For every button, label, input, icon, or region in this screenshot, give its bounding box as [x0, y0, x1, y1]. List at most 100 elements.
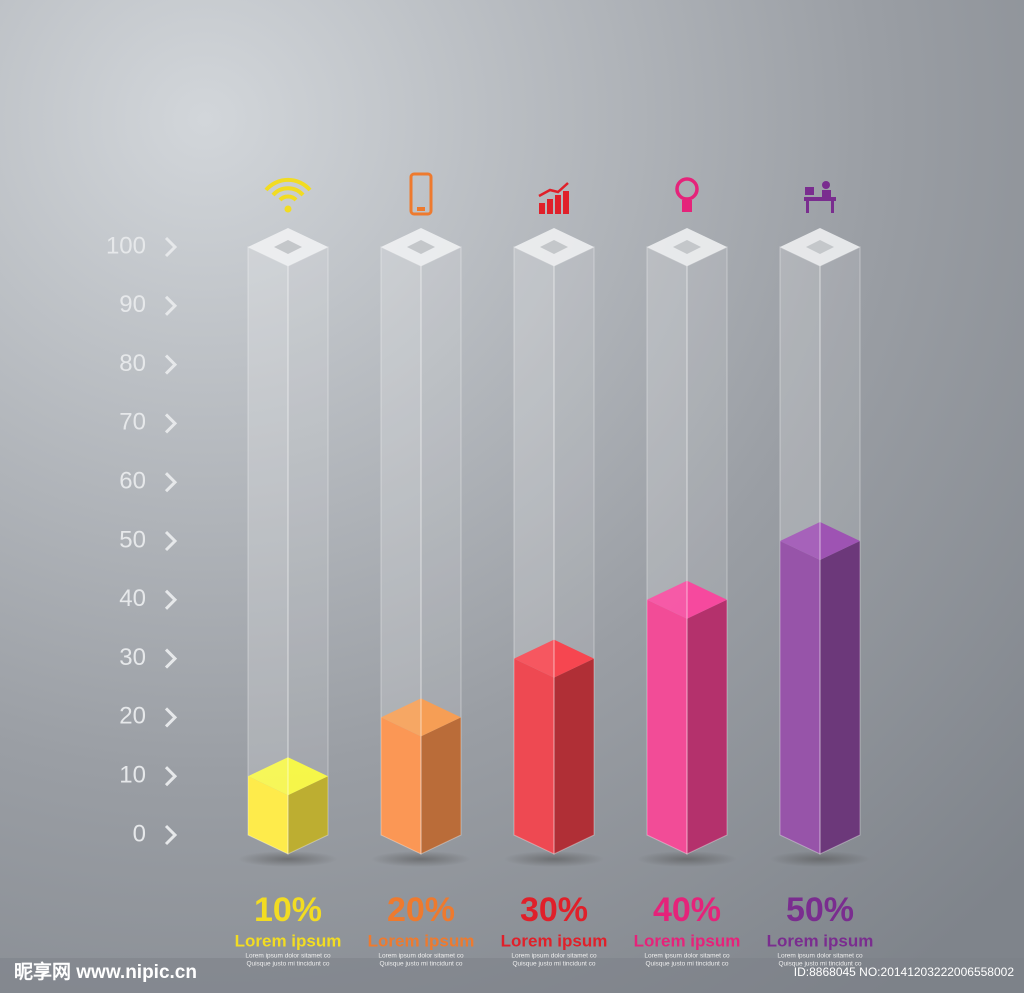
icon — [538, 182, 569, 214]
y-tick-label: 100 — [106, 232, 146, 259]
tube-cap-inner — [806, 240, 834, 254]
icon-part — [555, 195, 561, 214]
description: Quisque justo mi tincidunt co — [512, 961, 595, 968]
bar-shadow — [770, 851, 870, 867]
description: Quisque justo mi tincidunt co — [645, 961, 728, 968]
y-tick-label: 70 — [119, 409, 146, 436]
value-label: 10% — [254, 891, 322, 929]
description: Quisque justo mi tincidunt co — [379, 961, 462, 968]
y-tick-label: 20 — [119, 703, 146, 730]
icon-part — [547, 199, 553, 214]
tube-cap-inner — [274, 240, 302, 254]
bar-top-face — [647, 580, 727, 619]
value-label: 30% — [520, 891, 588, 929]
tube-left — [380, 246, 422, 855]
tube-right — [819, 246, 861, 855]
icon — [804, 181, 836, 213]
tube-right — [553, 246, 595, 855]
icon-part — [417, 207, 425, 211]
bar-left-face — [647, 599, 687, 854]
description: Quisque justo mi tincidunt co — [778, 961, 861, 968]
y-tick-label: 30 — [119, 644, 146, 671]
category-label: Lorem ipsum — [235, 931, 342, 950]
bar-shadow — [504, 851, 604, 867]
bar-left-face — [381, 717, 421, 854]
icon-part — [538, 182, 569, 198]
tick-arrow — [164, 589, 178, 610]
icon-part — [284, 205, 292, 213]
bar-left-face — [514, 658, 554, 854]
category-label: Lorem ipsum — [634, 931, 741, 950]
bar — [780, 522, 860, 854]
bar-shadow — [371, 851, 471, 867]
description: Lorem ipsum dolor sitamet co — [777, 953, 863, 960]
icon-part — [409, 172, 433, 216]
bar-right-face — [421, 717, 461, 854]
icon-part — [271, 186, 305, 197]
tube-cap-inner — [540, 240, 568, 254]
tick-arrow — [164, 354, 178, 375]
category-label: Lorem ipsum — [501, 931, 608, 950]
icon-part — [278, 194, 298, 202]
tick-arrow — [164, 530, 178, 552]
tick-arrow — [164, 648, 178, 669]
bar-top-face — [514, 639, 594, 678]
tube-right — [686, 246, 728, 855]
bar-shadow — [637, 851, 737, 867]
value-label: 50% — [786, 891, 854, 929]
tick-arrow — [164, 824, 178, 846]
bar-right-face — [687, 599, 727, 854]
bar-left-face — [780, 541, 820, 854]
bar-top-face — [381, 698, 461, 737]
category-label: Lorem ipsum — [368, 931, 475, 950]
bar-top-face — [248, 757, 328, 796]
icon-part — [805, 187, 814, 195]
icon-part — [539, 203, 545, 214]
bar-right-face — [554, 658, 594, 854]
icon-part — [831, 201, 834, 213]
watermark-id: ID:8868045 NO:20141203222006558002 — [794, 965, 1015, 979]
tube-left — [779, 246, 821, 855]
icon-part — [822, 190, 831, 198]
y-tick-label: 40 — [119, 585, 146, 612]
tube-right — [420, 246, 462, 855]
tick-arrow — [164, 766, 178, 787]
y-tick-label: 80 — [119, 350, 146, 377]
bar — [647, 580, 727, 854]
icon-part — [563, 191, 569, 214]
y-tick-label: 50 — [119, 526, 146, 553]
icon-part — [675, 177, 699, 201]
icon — [264, 177, 312, 213]
footer-band — [0, 958, 1024, 993]
tube-left — [513, 246, 555, 855]
icon-part — [822, 181, 830, 189]
tube-left — [646, 246, 688, 855]
tube-right — [287, 246, 329, 855]
tick-arrow — [164, 295, 178, 316]
tick-arrow — [164, 707, 178, 728]
bar-right-face — [820, 541, 860, 854]
tick-arrow — [164, 472, 178, 493]
tick-arrow — [164, 236, 178, 258]
description: Lorem ipsum dolor sitamet co — [644, 953, 730, 960]
bar-right-face — [288, 776, 328, 854]
y-tick-label: 60 — [119, 468, 146, 495]
description: Lorem ipsum dolor sitamet co — [511, 953, 597, 960]
value-label: 40% — [653, 891, 721, 929]
bar-top-face — [780, 522, 860, 560]
description: Lorem ipsum dolor sitamet co — [245, 953, 331, 960]
value-label: 20% — [387, 891, 455, 929]
description: Quisque justo mi tincidunt co — [246, 961, 329, 968]
tube-cap-inner — [407, 240, 435, 254]
icon-part — [264, 177, 312, 192]
tick-arrow — [164, 413, 178, 434]
y-tick-label: 0 — [133, 820, 146, 847]
y-tick-label: 90 — [119, 291, 146, 318]
bar-left-face — [248, 776, 288, 854]
icon-part — [804, 197, 836, 201]
bar-shadow — [238, 851, 338, 867]
tube-cap-inner — [673, 240, 701, 254]
bar — [381, 698, 461, 854]
